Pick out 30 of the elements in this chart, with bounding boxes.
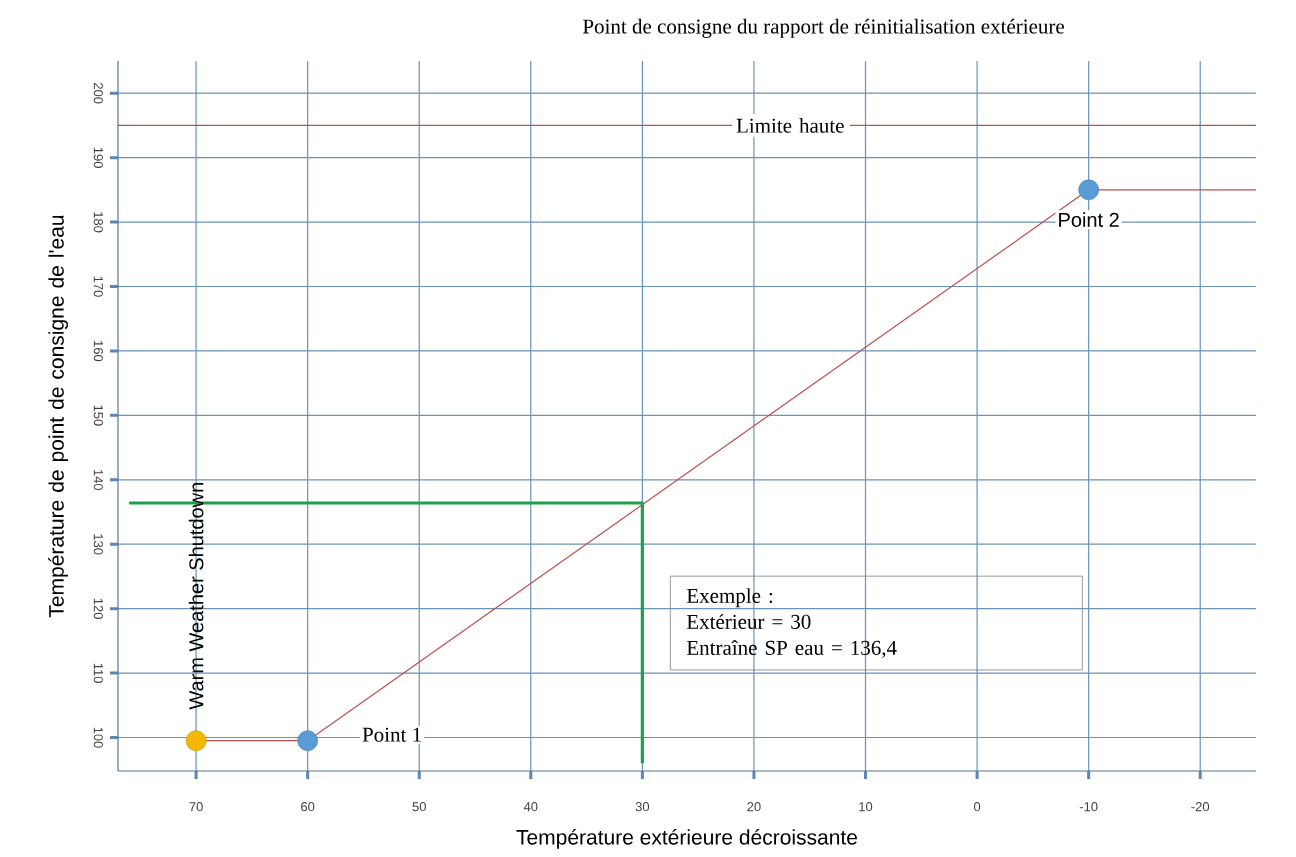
y-tick-label: 160 xyxy=(93,341,103,362)
ref-line-label: Limite haute xyxy=(736,118,844,133)
x-tick-label: 30 xyxy=(635,802,650,812)
y-tick-label: 140 xyxy=(93,469,103,491)
x-tick-label: -10 xyxy=(1079,802,1098,812)
chart-title: Point de consigne du rapport de réinitialisation extérieure xyxy=(583,18,1065,38)
y-tick-label: 180 xyxy=(93,212,103,233)
y-tick-label: 100 xyxy=(93,727,103,748)
annotation: Point 1 xyxy=(362,727,421,742)
x-tick-label: -20 xyxy=(1191,802,1210,812)
y-axis-title: Température de point de consigne de l'eau xyxy=(48,215,68,618)
y-tick-label: 200 xyxy=(93,83,103,104)
y-tick-label: 170 xyxy=(93,276,103,297)
x-tick-label: 70 xyxy=(189,802,203,812)
y-tick-label: 130 xyxy=(93,534,103,555)
annotation: Exemple : xyxy=(686,588,773,608)
y-tick-label: 190 xyxy=(93,147,103,168)
annotation: Extérieur = 30 xyxy=(686,614,811,629)
y-tick-label: 120 xyxy=(93,598,103,619)
y-tick-label: 150 xyxy=(93,405,103,426)
x-tick-label: 20 xyxy=(747,802,761,812)
annotation: Point 2 xyxy=(1059,212,1119,227)
x-tick-label: 0 xyxy=(973,802,981,812)
x-tick-label: 40 xyxy=(523,802,538,812)
y-tick-label: 110 xyxy=(93,663,103,683)
x-tick-label: 60 xyxy=(301,802,315,812)
x-axis-title: Température extérieure décroissante xyxy=(516,829,857,849)
annotation: Warm Weather Shutdown xyxy=(188,483,204,710)
x-tick-label: 50 xyxy=(412,802,426,812)
x-tick-label: 10 xyxy=(859,802,873,812)
